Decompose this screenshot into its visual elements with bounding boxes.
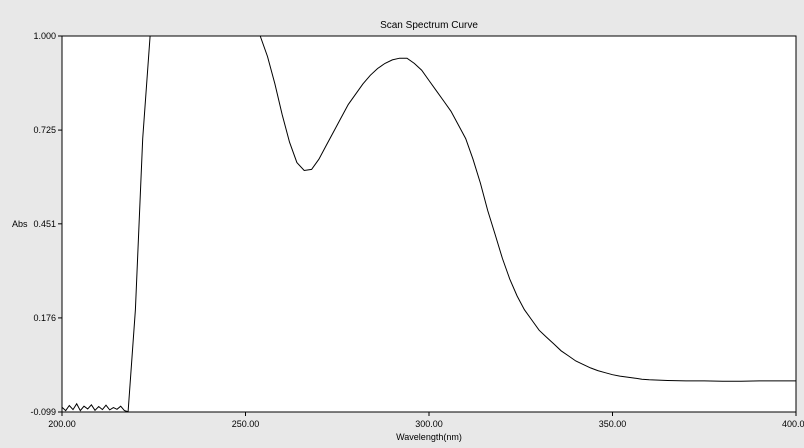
- y-tick-label-1: 0.725: [33, 125, 56, 135]
- y-axis-label: Abs: [12, 219, 28, 229]
- series-group: [61, 35, 796, 413]
- x-tick-label-1: 250.00: [232, 419, 260, 429]
- y-tick-label-4: -0.099: [30, 407, 56, 417]
- series-line-0: [61, 35, 796, 413]
- x-tick-label-3: 350.00: [599, 419, 627, 429]
- y-ticks: 1.000 0.725 0.451 0.176 -0.099: [30, 31, 62, 417]
- x-axis-label: Wavelength(nm): [396, 432, 462, 442]
- x-tick-label-4: 400.0: [782, 419, 804, 429]
- x-ticks: 200.00 250.00 300.00 350.00 400.0: [48, 412, 804, 429]
- x-tick-label-2: 300.00: [415, 419, 443, 429]
- y-tick-label-0: 1.000: [33, 31, 56, 41]
- plot-background: [61, 35, 797, 413]
- y-tick-label-3: 0.176: [33, 313, 56, 323]
- chart-title: Scan Spectrum Curve: [380, 20, 478, 31]
- x-tick-label-0: 200.00: [48, 419, 76, 429]
- y-tick-label-2: 0.451: [33, 219, 56, 229]
